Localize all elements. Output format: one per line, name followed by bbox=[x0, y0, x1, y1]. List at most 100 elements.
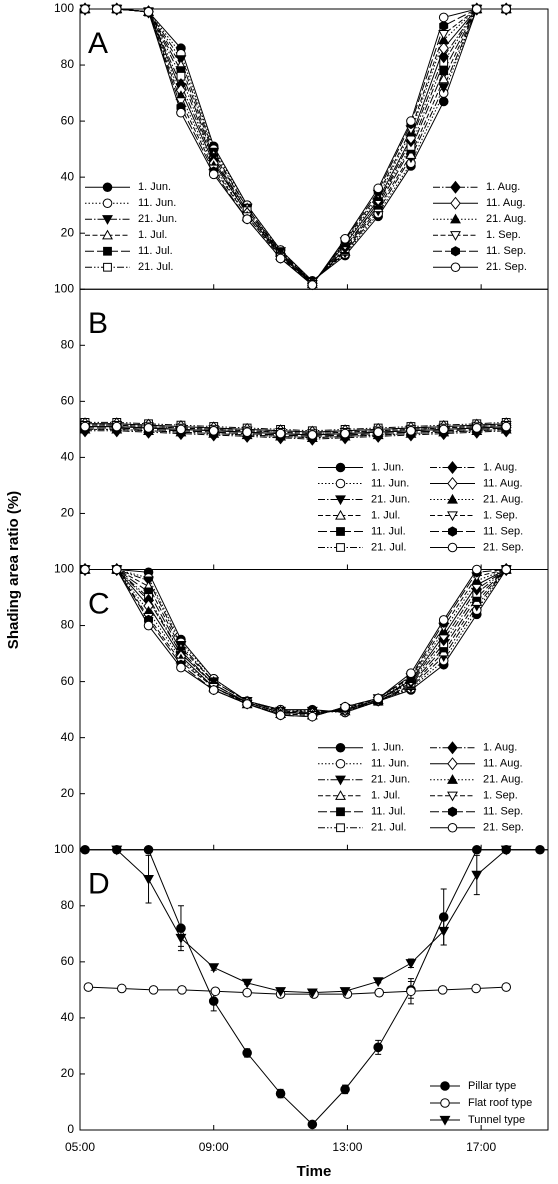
legend-label: 21. Jul. bbox=[371, 822, 406, 834]
data-point bbox=[111, 421, 122, 432]
series-line bbox=[85, 569, 507, 713]
legend-marker bbox=[336, 823, 345, 833]
series-line bbox=[85, 424, 507, 435]
legend-label: 1. Jun. bbox=[371, 461, 404, 473]
y-tick-label: 100 bbox=[54, 842, 74, 856]
legend-marker bbox=[335, 758, 346, 769]
series-line bbox=[85, 569, 507, 716]
data-point bbox=[438, 96, 449, 107]
data-point bbox=[438, 615, 449, 625]
legend-label: 11. Sep. bbox=[483, 806, 523, 818]
data-point bbox=[471, 870, 483, 881]
series-line bbox=[85, 427, 507, 437]
data-point bbox=[438, 912, 449, 922]
legend-label: 1. Jul. bbox=[371, 790, 400, 802]
legend-label: 1. Jun. bbox=[138, 181, 171, 193]
data-point bbox=[242, 214, 252, 224]
data-point bbox=[471, 564, 482, 575]
data-point bbox=[438, 73, 450, 84]
data-point bbox=[275, 428, 286, 439]
data-point bbox=[374, 987, 384, 998]
legend-label: 11. Aug. bbox=[486, 197, 526, 209]
legend-marker bbox=[439, 1115, 451, 1126]
data-point bbox=[373, 183, 383, 194]
legend-label: Pillar type bbox=[468, 1080, 516, 1092]
data-point bbox=[208, 169, 219, 180]
legend-marker bbox=[102, 215, 113, 225]
data-point bbox=[143, 620, 154, 631]
data-point bbox=[80, 421, 90, 432]
data-point bbox=[176, 662, 186, 673]
legend-marker bbox=[447, 791, 458, 802]
series-line bbox=[85, 569, 507, 715]
legend-marker bbox=[102, 198, 113, 209]
y-tick-label: 40 bbox=[61, 1010, 75, 1024]
legend-marker bbox=[447, 476, 458, 491]
data-point bbox=[208, 963, 220, 974]
data-point bbox=[500, 845, 512, 856]
y-tick-label: 60 bbox=[61, 113, 75, 127]
legend-label: Flat roof type bbox=[468, 1097, 532, 1109]
legend-label: 1. Sep. bbox=[483, 509, 518, 521]
data-point bbox=[176, 424, 186, 435]
data-point bbox=[176, 107, 186, 118]
legend-label: 21. Jun. bbox=[138, 213, 177, 225]
panel-label: D bbox=[88, 868, 110, 901]
legend-marker bbox=[448, 526, 457, 537]
legend-label: 1. Jul. bbox=[138, 229, 167, 241]
legend-label: 11. Sep. bbox=[486, 245, 526, 257]
x-tick-label: 05:00 bbox=[65, 1140, 95, 1154]
data-point bbox=[275, 253, 286, 264]
legend-label: 1. Sep. bbox=[483, 790, 518, 802]
data-point bbox=[80, 564, 90, 575]
data-point bbox=[176, 923, 186, 934]
data-point bbox=[373, 693, 383, 704]
data-point bbox=[438, 41, 449, 55]
data-point bbox=[275, 710, 286, 721]
data-point bbox=[340, 234, 350, 244]
series-line bbox=[85, 569, 507, 712]
data-point bbox=[372, 977, 384, 988]
data-point bbox=[340, 428, 350, 439]
y-tick-label: 60 bbox=[61, 954, 75, 968]
data-point bbox=[406, 116, 416, 126]
legend-label: 11. Jun. bbox=[371, 758, 409, 770]
legend-marker bbox=[450, 231, 461, 241]
legend-marker bbox=[102, 182, 113, 193]
legend-label: 1. Aug. bbox=[483, 742, 517, 754]
data-point bbox=[307, 1119, 318, 1130]
data-point bbox=[143, 423, 154, 433]
data-point bbox=[471, 844, 482, 855]
legend-marker bbox=[103, 262, 112, 272]
data-point bbox=[439, 20, 449, 31]
x-axis-title: Time bbox=[297, 1163, 332, 1180]
data-point bbox=[175, 933, 187, 944]
panel-label: B bbox=[88, 307, 108, 340]
data-point bbox=[275, 1088, 286, 1099]
data-point bbox=[177, 985, 187, 995]
data-point bbox=[80, 844, 90, 855]
data-point bbox=[438, 424, 449, 435]
legend-marker bbox=[450, 180, 461, 194]
data-point bbox=[405, 149, 417, 159]
data-point bbox=[438, 926, 450, 937]
legend-marker bbox=[102, 229, 113, 240]
legend-marker bbox=[336, 543, 345, 552]
y-tick-label: 20 bbox=[61, 225, 75, 239]
legend-label: 11. Jul. bbox=[138, 245, 173, 257]
y-tick-label: 40 bbox=[61, 730, 75, 744]
data-point bbox=[437, 985, 448, 995]
series-line bbox=[85, 430, 507, 440]
legend-label: 1. Aug. bbox=[483, 461, 517, 473]
legend-marker bbox=[447, 460, 458, 475]
legend-marker bbox=[450, 213, 461, 224]
data-point bbox=[242, 1048, 252, 1058]
legend-marker bbox=[103, 246, 112, 256]
data-point bbox=[405, 959, 417, 969]
y-tick-label: 80 bbox=[61, 337, 75, 351]
series-line bbox=[116, 849, 507, 994]
legend-label: 21. Aug. bbox=[486, 213, 526, 225]
series-line bbox=[85, 569, 507, 713]
data-point bbox=[438, 83, 450, 94]
data-point bbox=[438, 50, 449, 64]
